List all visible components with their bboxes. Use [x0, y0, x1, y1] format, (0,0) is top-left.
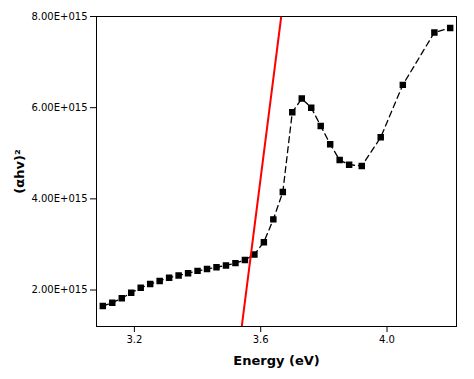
svg-text:Energy (eV): Energy (eV): [233, 353, 319, 368]
svg-text:4.00E+015: 4.00E+015: [31, 193, 87, 204]
svg-text:(αhv)²: (αhv)²: [12, 149, 27, 193]
svg-text:8.00E+015: 8.00E+015: [31, 11, 87, 22]
svg-text:6.00E+015: 6.00E+015: [31, 102, 87, 113]
svg-text:3.6: 3.6: [253, 334, 269, 345]
svg-text:4.0: 4.0: [379, 334, 395, 345]
svg-text:3.2: 3.2: [126, 334, 142, 345]
svg-text:2.00E+015: 2.00E+015: [31, 284, 87, 295]
